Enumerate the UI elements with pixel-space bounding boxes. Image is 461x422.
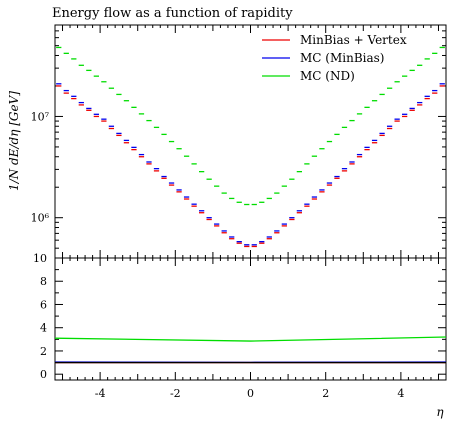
x-tick-label: 2 [322,387,329,400]
ratio-tick-label: 8 [40,275,47,288]
x-axis-label: η [436,405,444,419]
x-tick-label: 4 [397,387,404,400]
x-tick-label: -2 [170,387,181,400]
chart-title: Energy flow as a function of rapidity [52,6,293,21]
legend-label-minbias-vertex: MinBias + Vertex [300,33,407,47]
legend-label-mc-nd: MC (ND) [300,69,355,83]
x-tick-label: 0 [247,387,254,400]
y-axis-label: 1/N dE/dη [GeV] [7,91,21,191]
series-mc-minbias [56,83,445,246]
legend-label-mc-minbias: MC (MinBias) [300,51,384,65]
ratio-tick-label: 4 [40,322,47,335]
series-minbias-vertex [56,85,445,248]
legend: MinBias + Vertex MC (MinBias) MC (ND) [262,33,407,83]
ratio-tick-label: 10 [33,252,47,265]
main-panel: 10⁶ 10⁷ 1/N dE/dη [GeV] MinBias + Vertex … [7,24,447,259]
y-tick-label: 10⁷ [31,110,50,123]
ratio-tick-label: 6 [40,298,47,311]
main-series [56,46,445,248]
ratio-tick-label: 2 [40,345,47,358]
y-tick-label: 10⁶ [31,212,50,225]
series-mc-nd [56,46,445,206]
ratio-tick-label: 0 [40,368,47,381]
ratio-panel: 0 2 4 6 8 10 -4 -2 0 2 4 η [33,25,447,419]
ratio-line-mc-nd [54,336,447,342]
main-plot-frame [54,24,447,259]
ratio-series [54,336,447,364]
x-tick-label: -4 [95,387,106,400]
x-axis-ticks: -4 -2 0 2 4 [54,25,447,400]
main-y-ticks: 10⁶ 10⁷ [31,24,446,259]
